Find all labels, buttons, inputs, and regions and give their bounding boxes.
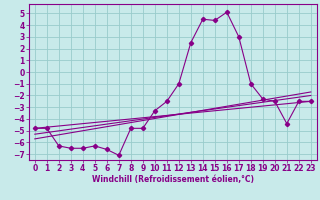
X-axis label: Windchill (Refroidissement éolien,°C): Windchill (Refroidissement éolien,°C): [92, 175, 254, 184]
